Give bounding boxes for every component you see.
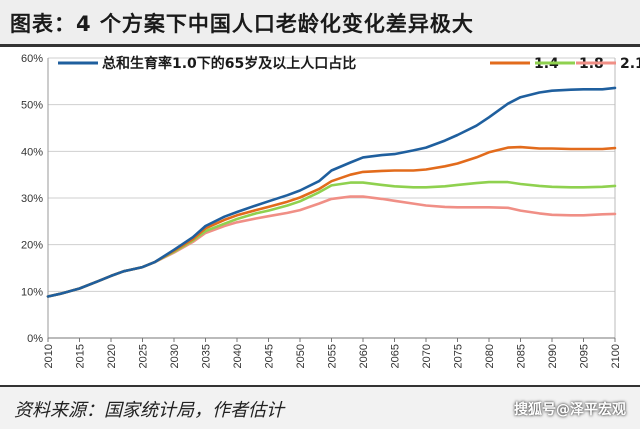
footer-bar: 资料来源：国家统计局，作者估计 搜狐号@泽平宏观 — [0, 385, 640, 429]
x-tick-label: 2100 — [610, 344, 622, 368]
x-tick-label: 2045 — [264, 344, 276, 368]
y-tick-label: 10% — [21, 286, 43, 298]
watermark-logo: 搜狐号@泽平宏观 — [514, 402, 626, 418]
source-note: 资料来源：国家统计局，作者估计 — [14, 400, 284, 421]
x-tick-label: 2085 — [516, 344, 528, 368]
y-tick-label: 20% — [21, 240, 43, 252]
x-tick-label: 2030 — [169, 344, 181, 368]
y-tick-label: 50% — [21, 100, 43, 112]
legend-label-4: 2.1 — [620, 56, 640, 72]
page-title: 图表：4 个方案下中国人口老龄化变化差异极大 — [10, 12, 474, 36]
x-tick-label: 2020 — [106, 344, 118, 368]
x-tick-label: 2065 — [390, 344, 402, 368]
line-chart: 0% 10% 20% 30% 40% 50% 60% 2010 2015 2020 2025 2030… — [21, 53, 640, 368]
x-tick-label: 2040 — [232, 344, 244, 368]
x-tick-label: 2025 — [138, 344, 150, 368]
y-tick-label: 0% — [27, 333, 43, 345]
y-tick-label: 60% — [21, 53, 43, 65]
legend-label-1: 总和生育率1.0下的65岁及以上人口占比 — [102, 55, 356, 72]
x-tick-label: 2010 — [43, 344, 55, 368]
x-tick-label: 2095 — [579, 344, 591, 368]
y-tick-label: 40% — [21, 146, 43, 158]
x-tick-label: 2080 — [484, 344, 496, 368]
header-banner: 图表：4 个方案下中国人口老龄化变化差异极大 — [0, 0, 640, 47]
x-tick-label: 2055 — [327, 344, 339, 368]
x-tick-label: 2070 — [421, 344, 433, 368]
x-tick-label: 2015 — [75, 344, 87, 368]
x-tick-label: 2060 — [358, 344, 370, 368]
x-tick-label: 2035 — [201, 344, 213, 368]
x-tick-label: 2075 — [453, 344, 465, 368]
x-tick-label: 2050 — [295, 344, 307, 368]
x-tick-label: 2090 — [547, 344, 559, 368]
y-tick-label: 30% — [21, 193, 43, 205]
series-line-4 — [46, 195, 617, 298]
series-line-1 — [46, 86, 617, 298]
